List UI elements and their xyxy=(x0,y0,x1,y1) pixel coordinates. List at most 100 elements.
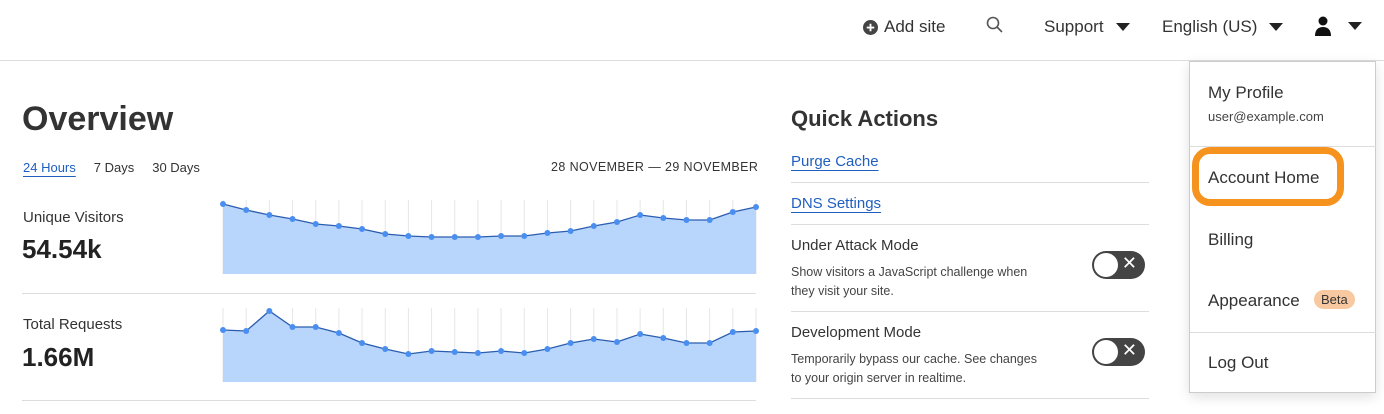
data-point xyxy=(590,336,597,342)
total-requests-label: Total Requests xyxy=(23,316,123,333)
data-point xyxy=(359,340,366,346)
divider xyxy=(1190,146,1376,147)
data-point xyxy=(729,329,736,335)
data-point xyxy=(544,230,551,236)
total-requests-chart xyxy=(220,308,759,382)
series-line xyxy=(222,203,757,238)
language-label: English (US) xyxy=(1162,17,1258,36)
dns-settings-link[interactable]: DNS Settings xyxy=(791,195,882,212)
divider xyxy=(791,182,1149,183)
quick-actions-title: Quick Actions xyxy=(791,106,939,131)
tab-24-hours[interactable]: 24 Hours xyxy=(23,160,76,175)
data-point xyxy=(405,233,412,239)
data-point xyxy=(220,327,226,333)
data-point xyxy=(335,330,342,336)
data-point xyxy=(567,340,574,346)
data-point xyxy=(521,233,528,239)
development-mode-desc: Temporarily bypass our cache. See change… xyxy=(791,352,1037,385)
support-dropdown[interactable]: Support xyxy=(1044,17,1130,37)
chevron-down-icon xyxy=(1348,22,1362,30)
series-line xyxy=(222,310,757,355)
page-title: Overview xyxy=(22,100,174,138)
data-point xyxy=(428,234,435,240)
data-point xyxy=(266,308,273,314)
data-point xyxy=(266,212,273,218)
data-point xyxy=(683,217,690,223)
data-point xyxy=(729,209,736,215)
divider xyxy=(791,224,1149,225)
data-point xyxy=(451,349,458,355)
toggle-knob xyxy=(1094,340,1118,364)
search-button[interactable] xyxy=(986,16,1004,34)
support-label: Support xyxy=(1044,17,1104,36)
account-home-highlight xyxy=(1192,147,1344,206)
account-home-item[interactable]: Account Home xyxy=(1208,168,1320,187)
data-point xyxy=(243,207,250,213)
data-point xyxy=(590,223,597,229)
add-site-label: Add site xyxy=(884,17,946,36)
data-point xyxy=(243,328,250,334)
under-attack-desc: Show visitors a JavaScript challenge whe… xyxy=(791,265,1028,298)
divider xyxy=(22,293,756,294)
my-profile-item[interactable]: My Profile xyxy=(1208,83,1284,102)
data-point xyxy=(382,346,389,352)
under-attack-toggle[interactable]: ✕ xyxy=(1092,251,1145,279)
log-out-item[interactable]: Log Out xyxy=(1208,353,1269,372)
beta-badge: Beta xyxy=(1314,290,1355,309)
language-dropdown[interactable]: English (US) xyxy=(1162,17,1284,37)
data-point xyxy=(405,351,412,357)
unique-visitors-chart xyxy=(220,200,759,274)
date-range: 28 NOVEMBER — 29 NOVEMBER xyxy=(551,160,759,174)
area-fill xyxy=(223,204,756,274)
data-point xyxy=(613,339,620,345)
development-mode-toggle[interactable]: ✕ xyxy=(1092,338,1145,366)
data-point xyxy=(706,340,713,346)
data-point xyxy=(289,216,296,222)
billing-item[interactable]: Billing xyxy=(1208,230,1254,249)
toggle-knob xyxy=(1094,253,1118,277)
user-email: user@example.com xyxy=(1208,109,1324,124)
divider xyxy=(22,400,756,401)
data-point xyxy=(544,346,551,352)
data-point xyxy=(312,221,319,227)
unique-visitors-label: Unique Visitors xyxy=(23,209,124,226)
data-point xyxy=(637,331,644,337)
add-site-button[interactable]: Add site xyxy=(863,17,945,37)
data-point xyxy=(660,215,667,221)
data-point xyxy=(498,348,505,354)
purge-cache-link[interactable]: Purge Cache xyxy=(791,153,879,170)
data-point xyxy=(567,228,574,234)
top-bar: Add site Support English (US) xyxy=(0,0,1384,61)
data-point xyxy=(613,219,620,225)
appearance-item[interactable]: Appearance xyxy=(1208,291,1300,310)
data-point xyxy=(474,350,481,356)
data-point xyxy=(382,231,389,237)
divider xyxy=(791,311,1149,312)
data-point xyxy=(451,234,458,240)
tab-30-days[interactable]: 30 Days xyxy=(152,160,200,175)
data-point xyxy=(289,324,296,330)
plus-circle-icon xyxy=(863,19,878,35)
data-point xyxy=(474,234,481,240)
data-point xyxy=(706,217,713,223)
divider xyxy=(791,398,1149,399)
data-point xyxy=(312,324,319,330)
divider xyxy=(1190,332,1376,333)
user-menu-button[interactable] xyxy=(1314,16,1362,36)
close-icon: ✕ xyxy=(1121,253,1137,273)
data-point xyxy=(359,226,366,232)
chevron-down-icon xyxy=(1115,23,1130,31)
data-point xyxy=(428,348,435,354)
tab-7-days[interactable]: 7 Days xyxy=(93,160,135,175)
data-point xyxy=(660,335,667,341)
data-point xyxy=(521,350,528,356)
total-requests-value: 1.66M xyxy=(22,342,95,372)
area-fill xyxy=(223,311,756,382)
search-icon xyxy=(986,16,1003,33)
data-point xyxy=(335,223,342,229)
time-range-tabs: 24 Hours 7 Days 30 Days xyxy=(23,160,200,175)
data-point xyxy=(753,204,759,210)
data-point xyxy=(220,201,226,207)
chevron-down-icon xyxy=(1269,23,1284,31)
close-icon: ✕ xyxy=(1121,340,1137,360)
